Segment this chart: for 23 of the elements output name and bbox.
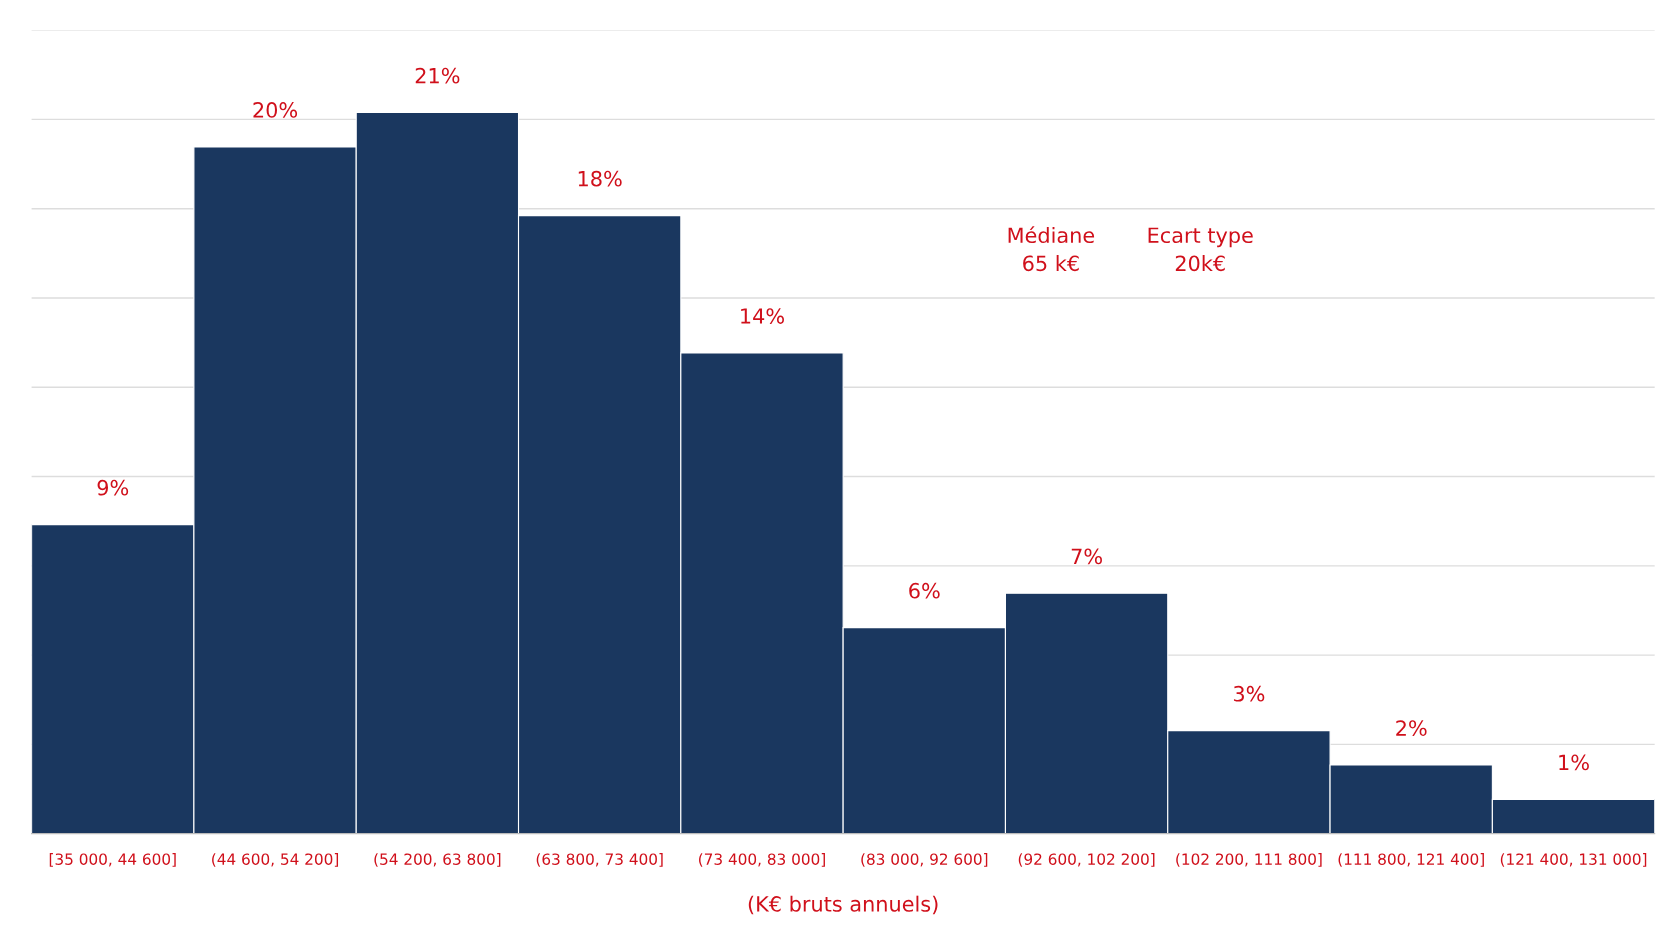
- data-label: 18%: [578, 170, 622, 187]
- data-label: 20%: [253, 102, 298, 118]
- x-tick-label: (54 200, 63 800]: [374, 853, 501, 867]
- data-label: 21%: [415, 67, 460, 84]
- x-tick-label: (92 600, 102 200]: [1018, 853, 1155, 867]
- data-label: 9%: [97, 479, 129, 496]
- x-tick-label: (121 400, 131 000]: [1500, 853, 1647, 867]
- x-tick-label: (111 800, 121 400]: [1338, 853, 1484, 867]
- data-label: 1%: [1559, 754, 1589, 771]
- x-tick-label: (73 400, 83 000]: [699, 853, 825, 867]
- annotation: Ecart type 20k€: [1148, 227, 1253, 272]
- x-axis-title: (K€ bruts annuels): [748, 895, 938, 915]
- data-label: 7%: [1071, 548, 1102, 565]
- data-label: 6%: [909, 582, 940, 599]
- x-tick-label: (63 800, 73 400]: [536, 853, 663, 867]
- x-tick-label: (102 200, 111 800]: [1176, 853, 1322, 867]
- annotation: Médiane 65 k€: [1008, 226, 1095, 272]
- data-label: 14%: [741, 308, 784, 324]
- data-label: 3%: [1233, 685, 1265, 702]
- x-tick-label: (83 000, 92 600]: [861, 853, 988, 867]
- data-label: 2%: [1396, 720, 1427, 736]
- x-tick-label: (44 600, 54 200]: [212, 853, 339, 867]
- x-tick-label: [35 000, 44 600]: [49, 853, 176, 867]
